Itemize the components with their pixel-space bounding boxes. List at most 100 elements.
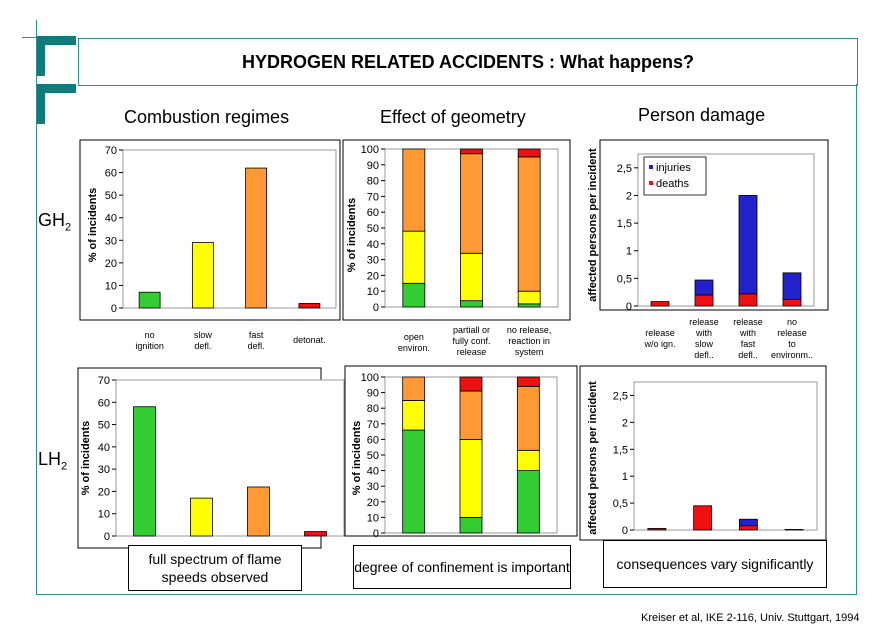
column-title-person: Person damage — [638, 105, 766, 125]
gh2-person-bar-3-deaths — [782, 298, 802, 307]
gh2-person-ytick-label: 2,5 — [617, 163, 632, 175]
gh2-person-category-label-0: w/o ign. — [643, 339, 675, 349]
lh2-combustion-bar-1 — [190, 497, 213, 537]
gh2-geometry-category-label-2: system — [515, 347, 544, 357]
lh2-geometry-ytick-label: 100 — [361, 372, 379, 384]
lh2-person-bar-1-deaths — [693, 505, 713, 531]
gh2-geometry-ytick-label: 80 — [367, 176, 379, 188]
gh2-combustion-ytick-label: 10 — [105, 280, 117, 292]
gh2-geometry-bar-2-seg-2 — [517, 156, 541, 292]
gh2-geometry-bar-0-seg-0 — [402, 282, 426, 308]
gh2-person-bar-1-injuries — [694, 279, 714, 296]
row-label-gh2-main: GH — [38, 210, 65, 230]
column-title-geometry: Effect of geometry — [380, 107, 526, 127]
gh2-combustion-bar-1 — [191, 242, 214, 309]
lh2-combustion-bar-0 — [133, 406, 156, 537]
lh2-combustion-bar-3 — [304, 531, 327, 537]
note-lh2-combustion: full spectrum of flame speeds observed — [128, 545, 302, 591]
lh2-geometry-ytick-label: 10 — [367, 512, 379, 524]
lh2-geometry-bar-2-seg-1 — [516, 449, 540, 472]
lh2-combustion-ytick-label: 50 — [98, 420, 110, 432]
lh2-combustion-ylabel: % of incidents — [80, 421, 92, 496]
lh2-geometry-bar-0-seg-2 — [402, 376, 426, 401]
lh2-geometry-bar-1-seg-3 — [459, 376, 483, 392]
frame-line-top — [22, 37, 36, 38]
gh2-geometry-ytick-label: 50 — [367, 223, 379, 235]
gh2-person-bar-1-deaths — [694, 294, 714, 307]
lh2-geometry-bar-2-seg-3 — [516, 376, 540, 387]
gh2-person-category-label-1: defl.. — [694, 350, 714, 360]
lh2-geometry-bar-0-seg-0 — [402, 429, 426, 534]
gh2-combustion-category-label-3: detonat. — [293, 335, 326, 345]
lh2-person-plot-area — [633, 381, 818, 531]
lh2-combustion-ytick-label: 20 — [98, 486, 110, 498]
gh2-combustion-bar-2 — [245, 167, 268, 309]
note-lh2-geometry: degree of confinement is important — [353, 545, 571, 589]
lh2-person-bar-3-injuries — [784, 529, 804, 531]
lh2-person-ytick-label: 0 — [622, 525, 628, 537]
lh2-combustion-ytick-label: 0 — [104, 531, 110, 543]
lh2-combustion-bar-2 — [247, 486, 270, 537]
gh2-person-bar-2-injuries — [738, 195, 758, 295]
gh2-combustion-category-label-1: slow — [194, 330, 213, 340]
gh2-person-ytick-label: 2 — [626, 190, 632, 202]
gh2-geometry-bar-1-seg-0 — [460, 300, 483, 308]
lh2-geometry-ytick-label: 0 — [373, 528, 379, 540]
gh2-person-category-label-1: with — [695, 328, 712, 338]
lh2-geometry-ytick-label: 90 — [367, 388, 379, 400]
gh2-combustion-ytick-label: 0 — [111, 303, 117, 315]
gh2-person-ylabel: affected persons per incident — [587, 148, 599, 302]
gh2-person-ytick-label: 1 — [626, 246, 632, 258]
lh2-geometry-ytick-label: 30 — [367, 481, 379, 493]
gh2-person-ytick-label: 0,5 — [617, 273, 632, 285]
gh2-geometry-ytick-label: 10 — [367, 286, 379, 298]
gh2-person-ytick-label: 0 — [626, 301, 632, 313]
gh2-person-category-label-3: no — [787, 317, 797, 327]
column-title-combustion: Combustion regimes — [124, 107, 290, 127]
gh2-person-bar-2-deaths — [738, 293, 758, 307]
gh2-combustion-category-label-1: defl. — [194, 341, 211, 351]
gh2-person-legend-box — [643, 156, 707, 196]
note-lh2-person: consequences vary significantly — [603, 540, 827, 588]
gh2-geometry-ytick-label: 20 — [367, 270, 379, 282]
gh2-person-category-label-2: defl.. — [738, 350, 758, 360]
gh2-person-legend-swatch-injuries — [649, 165, 653, 169]
gh2-person-category-label-2: fast — [741, 339, 756, 349]
lh2-geometry-ytick-label: 80 — [367, 403, 379, 415]
lh2-person-ytick-label: 1,5 — [613, 444, 628, 456]
gh2-geometry-category-label-1: partiall or — [453, 325, 490, 335]
gh2-geometry-category-label-2: reaction in — [508, 336, 550, 346]
gh2-combustion-ytick-label: 40 — [105, 213, 117, 225]
gh2-person-category-label-1: release — [689, 317, 719, 327]
lh2-geometry-ytick-label: 40 — [367, 466, 379, 478]
gh2-combustion-category-label-0: ignition — [135, 341, 164, 351]
gh2-geometry-ytick-label: 30 — [367, 255, 379, 267]
gh2-person-legend-swatch-deaths — [649, 181, 653, 185]
gh2-geometry-ytick-label: 40 — [367, 239, 379, 251]
gh2-geometry-bar-2-seg-1 — [517, 290, 541, 305]
gh2-person-bar-3-injuries — [782, 272, 802, 300]
gh2-person-bar-0-deaths — [650, 301, 670, 307]
gh2-geometry-ytick-label: 60 — [367, 207, 379, 219]
accent-bar-mid-vertical — [36, 84, 45, 124]
row-label-gh2-sub: 2 — [65, 221, 72, 234]
accent-bar-top-horizontal — [36, 36, 76, 45]
frame-line-left — [36, 20, 37, 594]
gh2-geometry-ytick-label: 100 — [361, 144, 379, 156]
lh2-geometry-bar-2-seg-2 — [516, 385, 540, 451]
lh2-geometry-bar-1-seg-0 — [459, 517, 483, 534]
lh2-person-bar-2-deaths — [738, 525, 758, 531]
lh2-geometry-ytick-label: 20 — [367, 497, 379, 509]
gh2-combustion-category-label-2: defl. — [248, 341, 265, 351]
gh2-combustion-ytick-label: 30 — [105, 235, 117, 247]
accent-bar-top-vertical — [36, 36, 45, 76]
gh2-combustion-category-label-0: no — [145, 330, 155, 340]
frame-line-bottom — [36, 594, 857, 595]
lh2-person-ytick-label: 2,5 — [613, 390, 628, 402]
lh2-combustion-ytick-label: 70 — [98, 375, 110, 387]
gh2-geometry-category-label-0: environ. — [398, 343, 430, 353]
lh2-combustion-ytick-label: 10 — [98, 509, 110, 521]
gh2-geometry-ytick-label: 0 — [373, 302, 379, 314]
lh2-geometry-bar-0-seg-1 — [402, 399, 426, 431]
